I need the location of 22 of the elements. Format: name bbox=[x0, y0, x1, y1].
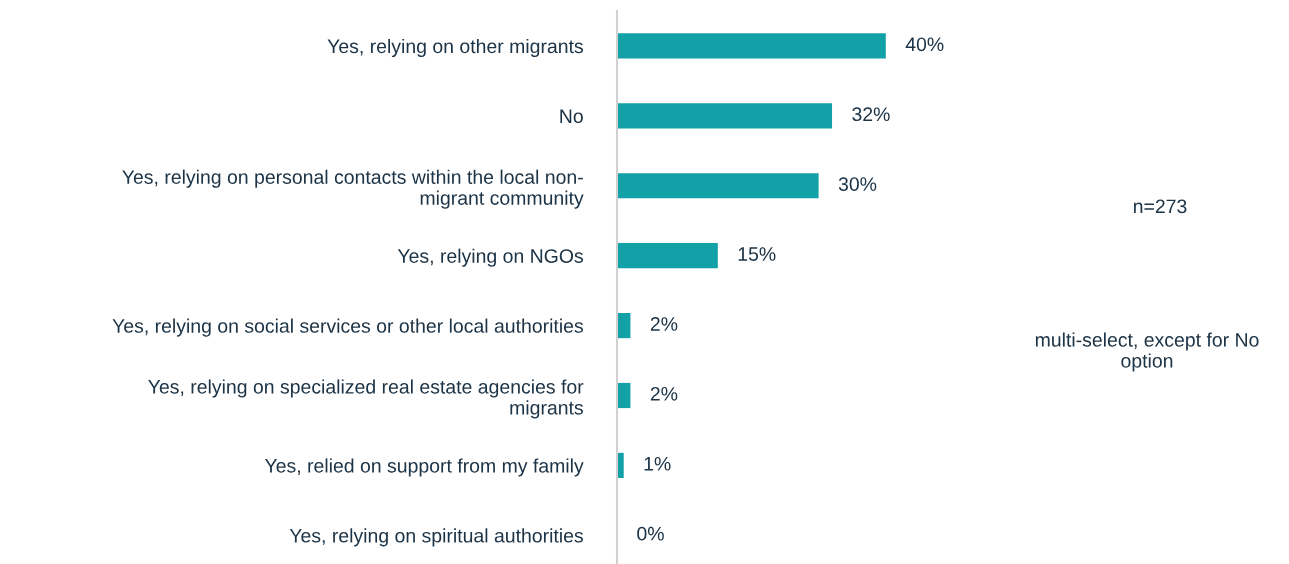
y-tick-label: Yes, relying on spiritual authorities bbox=[289, 528, 583, 547]
data-label: 30% bbox=[838, 177, 877, 191]
data-label: 32% bbox=[852, 107, 890, 122]
bar bbox=[617, 243, 718, 269]
bar bbox=[617, 33, 886, 59]
y-tick-label: Yes, relying on other migrants bbox=[327, 38, 583, 58]
y-tick-label: Yes, relying on social services or other local authorities bbox=[112, 318, 583, 337]
y-tick-label: Yes, relying on personal contacts within the local non- migrant community bbox=[122, 169, 584, 209]
data-label: 0% bbox=[637, 526, 664, 541]
y-tick-label: Yes, relying on NGOs bbox=[397, 248, 583, 267]
data-label: 40% bbox=[905, 37, 944, 52]
bar bbox=[617, 103, 833, 129]
data-label: 1% bbox=[644, 456, 671, 471]
data-label: 15% bbox=[738, 247, 776, 261]
bar bbox=[617, 173, 819, 199]
y-tick-label: Yes, relying on specialized real estate agencies for migrants bbox=[148, 379, 584, 419]
text: n=273 bbox=[1133, 199, 1187, 214]
text: multi-select, except for No option bbox=[1035, 332, 1259, 372]
y-tick-label: Yes, relied on support from my family bbox=[264, 458, 584, 477]
y-tick-label: No bbox=[560, 109, 583, 124]
data-label: 2% bbox=[650, 386, 678, 401]
data-label: 2% bbox=[650, 317, 678, 331]
